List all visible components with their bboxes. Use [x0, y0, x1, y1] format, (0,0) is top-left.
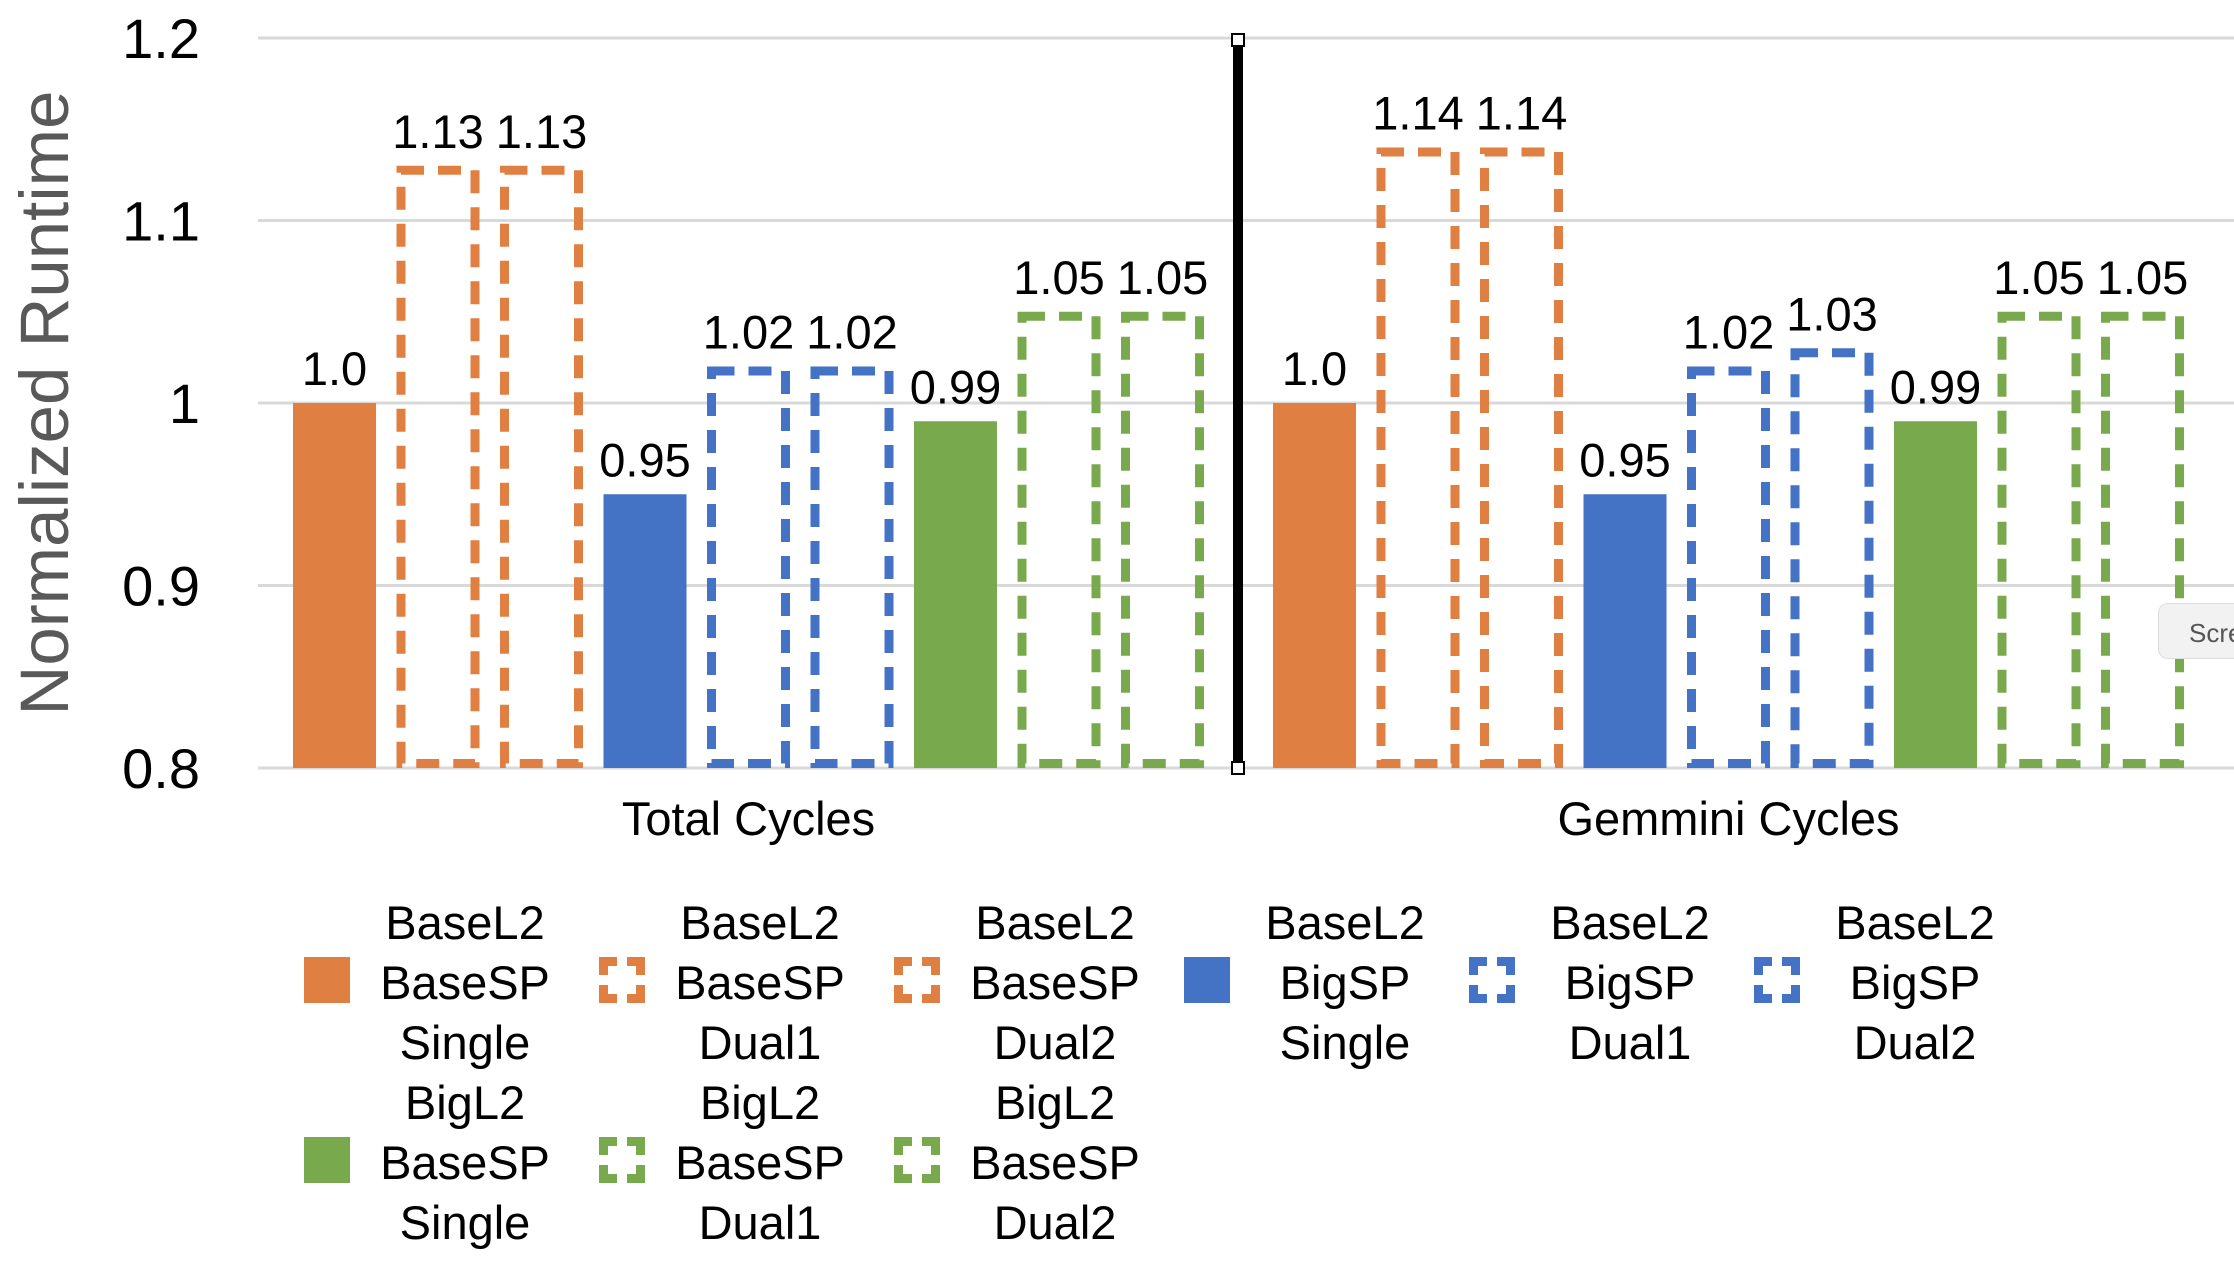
- data-label: 0.99: [910, 360, 1001, 413]
- legend-label-line: Dual2: [1853, 1016, 1977, 1069]
- legend-label: BigL2 BaseSP Single: [360, 1073, 570, 1253]
- data-label: 1.14: [1476, 87, 1567, 140]
- y-axis-ticks: 0.8 0.9 1 1.1 1.2: [122, 7, 200, 800]
- legend-label: BaseL2 BigSP Dual2: [1810, 893, 2020, 1073]
- legend-label-line: BaseSP: [675, 956, 845, 1009]
- legend-label: BaseL2 BaseSP Dual2: [950, 893, 1160, 1073]
- legend-label-line: Single: [399, 1196, 531, 1249]
- data-label: 1.02: [1683, 306, 1774, 359]
- legend-label: BigL2 BaseSP Dual2: [950, 1073, 1160, 1253]
- legend-label-line: Dual1: [698, 1016, 822, 1069]
- data-label: 1.05: [1013, 251, 1104, 304]
- bar[interactable]: [1687, 366, 1770, 768]
- legend-label: BaseL2 BaseSP Dual1: [655, 893, 865, 1073]
- bar[interactable]: [1121, 311, 1204, 768]
- screenshot-tag[interactable]: Scre: [2158, 603, 2234, 659]
- legend-swatch: [304, 957, 350, 1003]
- legend-label-line: BaseL2: [385, 896, 545, 949]
- legend-label-line: BigSP: [1564, 956, 1696, 1009]
- data-label: 1.0: [1282, 342, 1347, 395]
- bar[interactable]: [293, 403, 376, 768]
- legend-label-line: BigSP: [1279, 956, 1411, 1009]
- legend-label-line: BaseSP: [970, 956, 1140, 1009]
- data-label: 1.03: [1786, 287, 1877, 340]
- legend-label: BigL2 BaseSP Dual1: [655, 1073, 865, 1253]
- bar[interactable]: [2101, 311, 2184, 768]
- bar[interactable]: [396, 165, 480, 768]
- legend-label-line: BaseSP: [380, 956, 550, 1009]
- legend-label-line: BaseL2: [680, 896, 840, 949]
- data-label: 1.05: [2097, 251, 2188, 304]
- x-category-label: Total Cycles: [622, 792, 875, 845]
- legend-swatch: [1184, 957, 1230, 1003]
- legend-label-line: Single: [1279, 1016, 1411, 1069]
- legend-label-line: BaseSP: [380, 1136, 550, 1189]
- legend-label-line: Dual2: [993, 1196, 1117, 1249]
- data-label: 1.0: [302, 342, 367, 395]
- legend-label-line: BaseL2: [1835, 896, 1995, 949]
- legend-label-line: BaseL2: [1265, 896, 1425, 949]
- bar[interactable]: [1790, 348, 1874, 768]
- bar[interactable]: [1997, 311, 2081, 768]
- data-label: 1.02: [703, 306, 794, 359]
- bar[interactable]: [1894, 421, 1977, 768]
- legend-swatch: [1754, 957, 1800, 1003]
- y-axis-label: Normalized Runtime: [6, 90, 83, 715]
- bar[interactable]: [914, 421, 997, 768]
- legend-label-line: BaseSP: [675, 1136, 845, 1189]
- legend-swatch: [894, 1137, 940, 1183]
- data-label: 1.14: [1372, 87, 1463, 140]
- legend-label-line: BigL2: [404, 1076, 526, 1129]
- data-label: 1.05: [1117, 251, 1208, 304]
- bars: [293, 147, 2184, 768]
- y-tick-label: 1.2: [122, 7, 200, 70]
- data-label: 0.95: [1579, 433, 1670, 486]
- data-label: 1.05: [1993, 251, 2084, 304]
- bar-chart: 0.80.911.11.2 1.01.13 1.130.951.02 1.020.9…: [6, 7, 2234, 845]
- data-label: 1.02: [806, 306, 897, 359]
- legend-swatch: [599, 957, 645, 1003]
- x-category-label: Gemmini Cycles: [1557, 792, 1899, 845]
- legend-label-line: BaseL2: [975, 896, 1135, 949]
- bar[interactable]: [1376, 147, 1460, 768]
- legend-label: BaseL2 BaseSP Single: [360, 893, 570, 1073]
- legend: BaseL2 BaseSP Single BaseL2 BaseSP Dual1 BaseL…: [290, 893, 2090, 1266]
- legend-label-line: BigSP: [1849, 956, 1981, 1009]
- y-tick-label: 0.9: [122, 555, 200, 618]
- legend-label-line: BigL2: [994, 1076, 1116, 1129]
- legend-label-line: Single: [399, 1016, 531, 1069]
- data-label: 0.99: [1890, 360, 1981, 413]
- legend-swatch: [304, 1137, 350, 1183]
- legend-label-line: BaseSP: [970, 1136, 1140, 1189]
- bar[interactable]: [1273, 403, 1356, 768]
- legend-label-line: Dual1: [698, 1196, 822, 1249]
- data-label: 1.13: [496, 105, 587, 158]
- bar[interactable]: [500, 165, 583, 768]
- bar[interactable]: [810, 366, 894, 768]
- legend-label-line: Dual1: [1568, 1016, 1692, 1069]
- legend-label-line: BaseL2: [1550, 896, 1710, 949]
- legend-swatch: [599, 1137, 645, 1183]
- legend-label-line: Dual2: [993, 1016, 1117, 1069]
- y-tick-label: 1: [169, 372, 200, 435]
- x-axis-categories: Total Cycles Gemmini Cycles: [622, 792, 1900, 845]
- y-tick-label: 1.1: [122, 190, 200, 253]
- legend-swatch: [894, 957, 940, 1003]
- divider-handle-top[interactable]: [1231, 33, 1245, 47]
- legend-label-line: BigL2: [699, 1076, 821, 1129]
- bar[interactable]: [1583, 494, 1667, 768]
- bar[interactable]: [1017, 311, 1101, 768]
- data-label: 1.13: [392, 105, 483, 158]
- data-labels: 1.01.13 1.130.951.02 1.020.991.05 1.051.01.…: [302, 87, 2188, 487]
- bar[interactable]: [1480, 147, 1563, 768]
- legend-label: BaseL2 BigSP Single: [1240, 893, 1450, 1073]
- legend-swatch: [1469, 957, 1515, 1003]
- data-label: 0.95: [599, 433, 690, 486]
- bar[interactable]: [707, 366, 790, 768]
- divider-handle-bottom[interactable]: [1231, 761, 1245, 775]
- legend-label: BaseL2 BigSP Dual1: [1525, 893, 1735, 1073]
- bar[interactable]: [603, 494, 687, 768]
- y-tick-label: 0.8: [122, 737, 200, 800]
